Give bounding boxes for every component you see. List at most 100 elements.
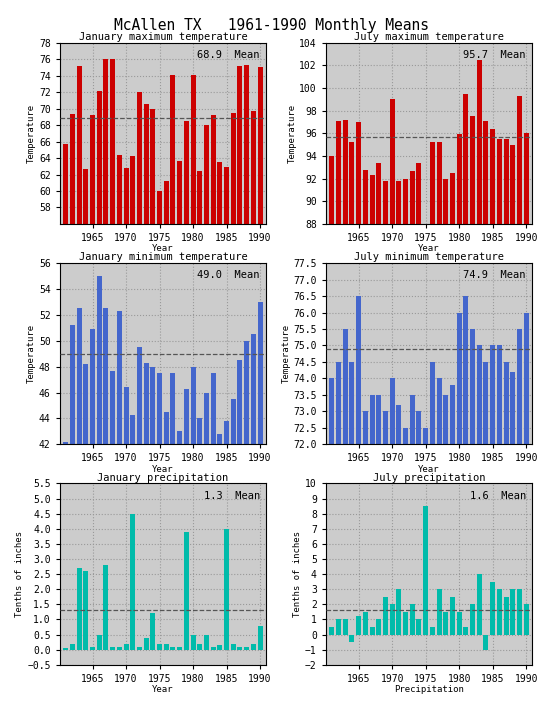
Bar: [450, 385, 455, 711]
Bar: [376, 619, 381, 634]
Bar: [244, 65, 249, 685]
Bar: [97, 276, 102, 711]
Bar: [144, 363, 149, 711]
Bar: [150, 614, 155, 650]
Y-axis label: Tenths of inches: Tenths of inches: [15, 531, 24, 617]
Bar: [356, 122, 361, 711]
Bar: [490, 346, 495, 711]
Bar: [231, 113, 236, 685]
Bar: [63, 648, 68, 650]
Bar: [171, 75, 175, 685]
Bar: [370, 395, 375, 711]
Bar: [450, 173, 455, 711]
Bar: [231, 399, 236, 711]
Bar: [356, 296, 361, 711]
Bar: [130, 513, 135, 650]
Y-axis label: Temperature: Temperature: [287, 104, 296, 163]
Bar: [490, 129, 495, 711]
Bar: [523, 313, 529, 711]
Bar: [403, 612, 408, 634]
Bar: [77, 309, 81, 711]
Bar: [523, 134, 529, 711]
Bar: [164, 643, 169, 650]
Text: 1.6  Mean: 1.6 Mean: [470, 491, 526, 501]
Bar: [177, 647, 182, 650]
Bar: [70, 643, 75, 650]
Bar: [217, 434, 222, 711]
Bar: [204, 392, 209, 711]
Bar: [363, 169, 368, 711]
Bar: [403, 178, 408, 711]
Bar: [437, 142, 441, 711]
Bar: [477, 574, 482, 634]
Bar: [329, 627, 334, 634]
Bar: [510, 589, 515, 634]
Bar: [184, 389, 189, 711]
Bar: [157, 643, 162, 650]
Bar: [257, 302, 263, 711]
Bar: [157, 191, 162, 685]
Bar: [329, 156, 334, 711]
Bar: [470, 117, 475, 711]
Bar: [483, 121, 488, 711]
Bar: [430, 142, 435, 711]
Title: January precipitation: January precipitation: [97, 473, 229, 483]
Title: January minimum temperature: January minimum temperature: [79, 252, 247, 262]
Bar: [204, 125, 209, 685]
Bar: [124, 168, 129, 685]
Bar: [349, 362, 355, 711]
X-axis label: Year: Year: [418, 465, 440, 474]
Bar: [336, 121, 341, 711]
Bar: [184, 532, 189, 650]
Bar: [510, 144, 515, 711]
Bar: [117, 647, 122, 650]
Bar: [457, 313, 462, 711]
Bar: [97, 91, 102, 685]
Bar: [171, 647, 175, 650]
Bar: [390, 604, 395, 634]
Bar: [376, 163, 381, 711]
X-axis label: Year: Year: [152, 465, 174, 474]
Bar: [343, 619, 348, 634]
Bar: [137, 347, 142, 711]
Bar: [104, 59, 109, 685]
Bar: [77, 568, 81, 650]
Bar: [517, 329, 522, 711]
Bar: [423, 506, 428, 634]
Bar: [257, 68, 263, 685]
Text: 68.9  Mean: 68.9 Mean: [197, 50, 260, 60]
X-axis label: Precipitation: Precipitation: [394, 685, 464, 694]
Bar: [197, 171, 202, 685]
Bar: [370, 627, 375, 634]
Bar: [191, 75, 195, 685]
Bar: [423, 428, 428, 711]
Bar: [396, 405, 401, 711]
Bar: [497, 346, 502, 711]
Bar: [383, 597, 388, 634]
Bar: [450, 597, 455, 634]
Title: July precipitation: July precipitation: [372, 473, 485, 483]
Bar: [356, 616, 361, 634]
Bar: [483, 634, 488, 650]
Bar: [104, 309, 109, 711]
Bar: [457, 134, 462, 711]
Bar: [231, 643, 236, 650]
Y-axis label: Temperature: Temperature: [27, 104, 36, 163]
Bar: [137, 92, 142, 685]
Bar: [483, 362, 488, 711]
Bar: [157, 373, 162, 711]
Bar: [117, 155, 122, 685]
Bar: [90, 115, 95, 685]
Bar: [410, 604, 415, 634]
Bar: [503, 597, 509, 634]
Bar: [177, 432, 182, 711]
Bar: [343, 119, 348, 711]
Bar: [376, 395, 381, 711]
Bar: [477, 60, 482, 711]
Bar: [217, 162, 222, 685]
Title: July minimum temperature: July minimum temperature: [354, 252, 504, 262]
Title: January maximum temperature: January maximum temperature: [79, 32, 247, 42]
Bar: [117, 311, 122, 711]
Bar: [363, 612, 368, 634]
Bar: [396, 181, 401, 711]
